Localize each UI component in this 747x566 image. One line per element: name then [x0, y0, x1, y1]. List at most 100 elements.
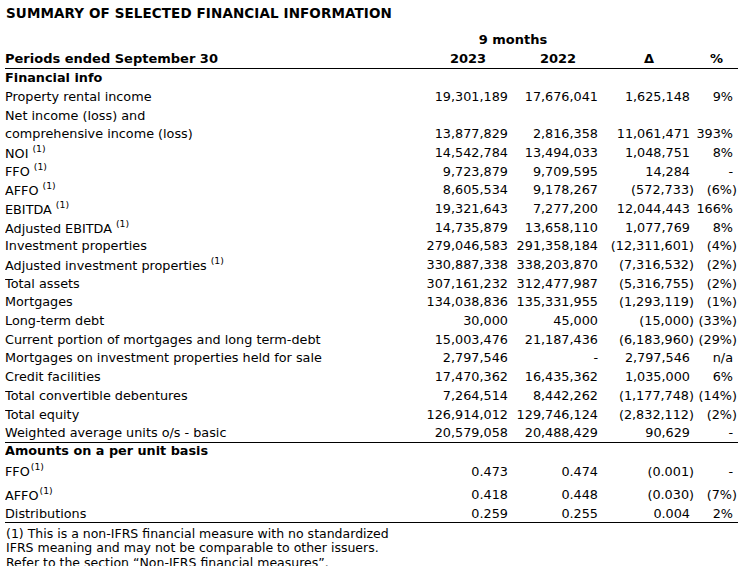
row-label: Property rental income	[5, 87, 423, 106]
value-cell: 16,435,362	[513, 367, 603, 386]
value-cell: (0.001)	[603, 459, 695, 483]
row-label: AFFO(1)	[5, 483, 423, 506]
col-header-delta: Δ	[603, 48, 695, 68]
row-label: FFO(1)	[5, 459, 423, 483]
table-row: Distributions0.2590.2550.0042%	[5, 506, 738, 522]
value-cell: 338,203,870	[513, 255, 603, 274]
value-cell: 21,187,436	[513, 330, 603, 349]
table-row: Current portion of mortgages and long te…	[5, 330, 738, 349]
value-cell: 19,301,189	[423, 87, 513, 106]
value-cell: 393%	[695, 124, 738, 143]
footnote-ref-icon: (1)	[32, 143, 45, 154]
footnote-ref-icon: (1)	[43, 180, 56, 191]
value-cell: (6%)	[695, 180, 738, 199]
period-group-row: 9 months	[5, 31, 738, 48]
value-cell: 2,797,546	[603, 349, 695, 368]
table-row: Mortgages134,038,836135,331,955(1,293,11…	[5, 293, 738, 312]
value-cell: (1,177,748)	[603, 386, 695, 405]
value-cell: -	[695, 423, 738, 442]
footnote-ref-icon: (1)	[211, 255, 224, 266]
value-cell: n/a	[695, 349, 738, 368]
value-cell: 291,358,184	[513, 237, 603, 256]
value-cell: (6,183,960)	[603, 330, 695, 349]
value-cell: 2%	[695, 506, 738, 522]
row-label: Current portion of mortgages and long te…	[5, 330, 423, 349]
row-label: Total assets	[5, 274, 423, 293]
footnote-line: (1) This is a non-IFRS financial measure…	[6, 527, 741, 542]
value-cell: 1,035,000	[603, 367, 695, 386]
period-group-label: 9 months	[423, 31, 603, 48]
row-label: Mortgages	[5, 293, 423, 312]
section-header: Amounts on a per unit basis	[5, 442, 738, 459]
row-label: Total convertible debentures	[5, 386, 423, 405]
value-cell: (29%)	[695, 330, 738, 349]
value-cell: (33%)	[695, 311, 738, 330]
value-cell: (2%)	[695, 405, 738, 424]
section-header-row: Amounts on a per unit basis	[5, 442, 738, 459]
table-row: Property rental income19,301,18917,676,0…	[5, 87, 738, 106]
value-cell: -	[695, 162, 738, 181]
table-row: Total equity126,914,012129,746,124(2,832…	[5, 405, 738, 424]
table-row: Net income (loss) and	[5, 106, 738, 125]
table-row: Total assets307,161,232312,477,987(5,316…	[5, 274, 738, 293]
footnote-line: Refer to the section “Non-IFRS financial…	[6, 556, 741, 566]
value-cell: 0.473	[423, 459, 513, 483]
page-title: SUMMARY OF SELECTED FINANCIAL INFORMATIO…	[6, 5, 741, 22]
row-label: Distributions	[5, 506, 423, 522]
value-cell: 20,579,058	[423, 423, 513, 442]
row-label: Net income (loss) and	[5, 106, 423, 125]
value-cell: 9,709,595	[513, 162, 603, 181]
value-cell: 19,321,643	[423, 199, 513, 218]
value-cell: -	[513, 349, 603, 368]
value-cell: (5,316,755)	[603, 274, 695, 293]
value-cell: 13,658,110	[513, 218, 603, 237]
table-row: NOI(1)14,542,78413,494,0331,048,7518%	[5, 143, 738, 162]
value-cell: 2,797,546	[423, 349, 513, 368]
row-label: Adjusted EBITDA(1)	[5, 218, 423, 237]
value-cell: -	[695, 459, 738, 483]
value-cell: 0.259	[423, 506, 513, 522]
table-row: EBITDA(1)19,321,6437,277,20012,044,44316…	[5, 199, 738, 218]
table-row: Long-term debt30,00045,000(15,000)(33%)	[5, 311, 738, 330]
value-cell: 307,161,232	[423, 274, 513, 293]
col-header-percent: %	[695, 48, 738, 68]
value-cell: 0.255	[513, 506, 603, 522]
value-cell: 9,723,879	[423, 162, 513, 181]
row-label: NOI(1)	[5, 143, 423, 162]
row-label: Credit facilities	[5, 367, 423, 386]
table-row: Investment properties279,046,583291,358,…	[5, 237, 738, 256]
col-header-2022: 2022	[513, 48, 603, 68]
row-label: EBITDA(1)	[5, 199, 423, 218]
row-label: Weighted average units o/s - basic	[5, 423, 423, 442]
value-cell: 14,542,784	[423, 143, 513, 162]
table-row: Mortgages on investment properties held …	[5, 349, 738, 368]
financial-summary-page: SUMMARY OF SELECTED FINANCIAL INFORMATIO…	[0, 0, 747, 566]
value-cell: (4%)	[695, 237, 738, 256]
value-cell: 90,629	[603, 423, 695, 442]
value-cell: 1,048,751	[603, 143, 695, 162]
value-cell: 279,046,583	[423, 237, 513, 256]
table-row: Adjusted investment properties(1)330,887…	[5, 255, 738, 274]
value-cell: 20,488,429	[513, 423, 603, 442]
col-header-2023: 2023	[423, 48, 513, 68]
footnote: (1) This is a non-IFRS financial measure…	[6, 527, 741, 566]
footnote-ref-icon: (1)	[56, 199, 69, 210]
value-cell: 7,264,514	[423, 386, 513, 405]
value-cell: (1,293,119)	[603, 293, 695, 312]
section-header: Financial info	[5, 68, 738, 87]
value-cell: 135,331,955	[513, 293, 603, 312]
value-cell: 14,735,879	[423, 218, 513, 237]
table-row: AFFO(1)0.4180.448(0.030)(7%)	[5, 483, 738, 506]
value-cell: (2%)	[695, 274, 738, 293]
value-cell: 13,494,033	[513, 143, 603, 162]
footnote-ref-icon: (1)	[116, 218, 129, 229]
row-label: comprehensive income (loss)	[5, 124, 423, 143]
value-cell	[423, 106, 513, 125]
footnote-ref-icon: (1)	[34, 162, 47, 173]
value-cell: 17,470,362	[423, 367, 513, 386]
value-cell: 129,746,124	[513, 405, 603, 424]
value-cell: 9%	[695, 87, 738, 106]
row-label: Total equity	[5, 405, 423, 424]
value-cell: 30,000	[423, 311, 513, 330]
value-cell: (12,311,601)	[603, 237, 695, 256]
